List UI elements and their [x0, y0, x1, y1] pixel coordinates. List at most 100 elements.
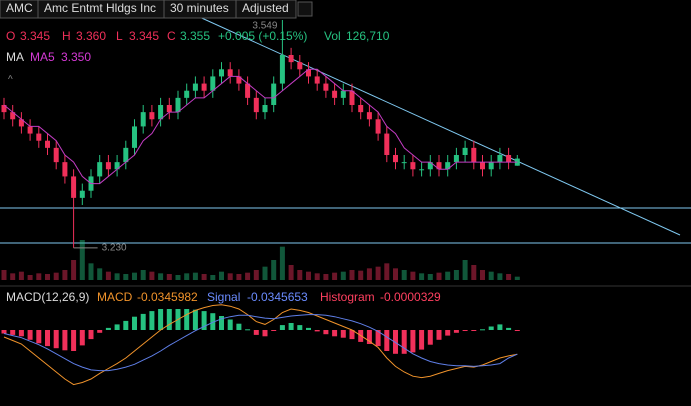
- candle-body: [410, 162, 416, 170]
- candle-body: [480, 162, 485, 170]
- volume-bar: [262, 266, 268, 280]
- volume-bar: [71, 260, 77, 280]
- volume-bar: [253, 270, 259, 280]
- candle-body: [53, 147, 59, 163]
- volume-bar: [453, 270, 459, 280]
- histogram-bar: [514, 330, 520, 331]
- volume-bar: [366, 268, 372, 280]
- c-label: C: [167, 29, 176, 43]
- volume-bar: [436, 272, 442, 280]
- histogram-bar: [393, 330, 398, 354]
- candle-body: [375, 119, 381, 134]
- volume-bar: [271, 260, 277, 280]
- histogram-bar: [306, 327, 311, 330]
- volume-bar: [149, 271, 155, 280]
- volume-bar: [10, 273, 16, 280]
- menu-button[interactable]: [297, 1, 313, 17]
- candle-body: [1, 105, 7, 113]
- volume-bar: [462, 260, 468, 280]
- candle-body: [349, 90, 355, 105]
- candle-body: [279, 55, 285, 84]
- volume-bar: [297, 270, 303, 280]
- candle-body: [314, 76, 320, 84]
- candle-body: [288, 55, 294, 63]
- candle-body: [471, 147, 477, 163]
- volume-bar: [375, 266, 381, 280]
- candle-body: [506, 155, 512, 163]
- volume-bar: [36, 273, 42, 280]
- candle-body: [427, 162, 433, 170]
- trend-line: [194, 14, 681, 236]
- o-value: 3.345: [20, 29, 50, 43]
- collapse-caret[interactable]: ^: [8, 75, 13, 86]
- histogram-bar: [445, 330, 451, 336]
- volume-bar: [445, 271, 451, 280]
- candle-body: [45, 140, 50, 148]
- candle-body: [401, 162, 407, 164]
- volume-bar: [166, 274, 172, 280]
- candle-body: [497, 155, 503, 163]
- volume-bar: [497, 273, 503, 280]
- histogram-bar: [375, 330, 381, 347]
- histogram-bar: [480, 329, 485, 331]
- adjustment[interactable]: Adjusted: [242, 1, 289, 15]
- volume-bar: [506, 274, 512, 280]
- histogram-bar: [149, 311, 155, 330]
- volume-bar: [401, 270, 407, 280]
- histogram-bar: [27, 330, 33, 340]
- macd-name: MACD: [97, 290, 133, 304]
- histogram-bar: [262, 330, 268, 337]
- histogram-bar: [201, 311, 207, 330]
- candle-body: [201, 83, 207, 91]
- symbol[interactable]: AMC: [6, 1, 33, 15]
- histogram-bar: [506, 327, 512, 330]
- candle-body: [132, 126, 137, 148]
- histogram-bar: [18, 330, 24, 337]
- signal-name: Signal: [207, 290, 240, 304]
- volume-bar: [471, 265, 477, 280]
- volume-bar: [358, 270, 364, 280]
- candle-body: [271, 83, 277, 105]
- histogram-bar: [401, 330, 407, 354]
- histogram-bar: [366, 330, 372, 344]
- histogram-bar: [471, 330, 477, 331]
- histogram-bar: [410, 330, 416, 353]
- volume-bar: [410, 271, 416, 280]
- l-label: L: [116, 29, 123, 43]
- candle-body: [166, 105, 172, 113]
- histogram-bar: [219, 316, 224, 330]
- volume-bar: [175, 275, 181, 280]
- histogram-bar: [497, 324, 503, 330]
- histogram-bar: [62, 330, 68, 351]
- candle-body: [210, 76, 216, 91]
- volume-bar: [288, 265, 294, 280]
- histogram-bar: [297, 325, 303, 330]
- h-value: 3.360: [76, 29, 106, 43]
- volume-bar: [27, 275, 33, 280]
- candle-body: [236, 76, 242, 84]
- candle-body: [366, 112, 372, 120]
- signal-line: [3, 314, 518, 372]
- volume-bar: [427, 274, 433, 280]
- volume-bar: [227, 273, 233, 280]
- hist-value: -0.0000329: [380, 290, 441, 304]
- candle-body: [192, 83, 198, 91]
- volume-bar: [62, 270, 68, 280]
- adjust-box[interactable]: [235, 0, 297, 19]
- volume-bar: [18, 271, 24, 280]
- candle-body: [71, 176, 77, 198]
- ma-title: MA: [6, 50, 24, 64]
- interval[interactable]: 30 minutes: [170, 1, 229, 15]
- volume-bar: [419, 273, 425, 280]
- company-name[interactable]: Amc Entmt Hldgs Inc: [44, 1, 156, 15]
- candle-body: [62, 162, 68, 177]
- histogram-bar: [340, 330, 346, 338]
- change: +0.005 (+0.15%): [218, 29, 307, 43]
- volume-bar: [349, 270, 355, 280]
- histogram-bar: [227, 319, 233, 330]
- candle-body: [358, 105, 364, 113]
- volume-bar: [201, 274, 207, 280]
- candle-body: [419, 169, 425, 171]
- volume-bar: [323, 274, 329, 280]
